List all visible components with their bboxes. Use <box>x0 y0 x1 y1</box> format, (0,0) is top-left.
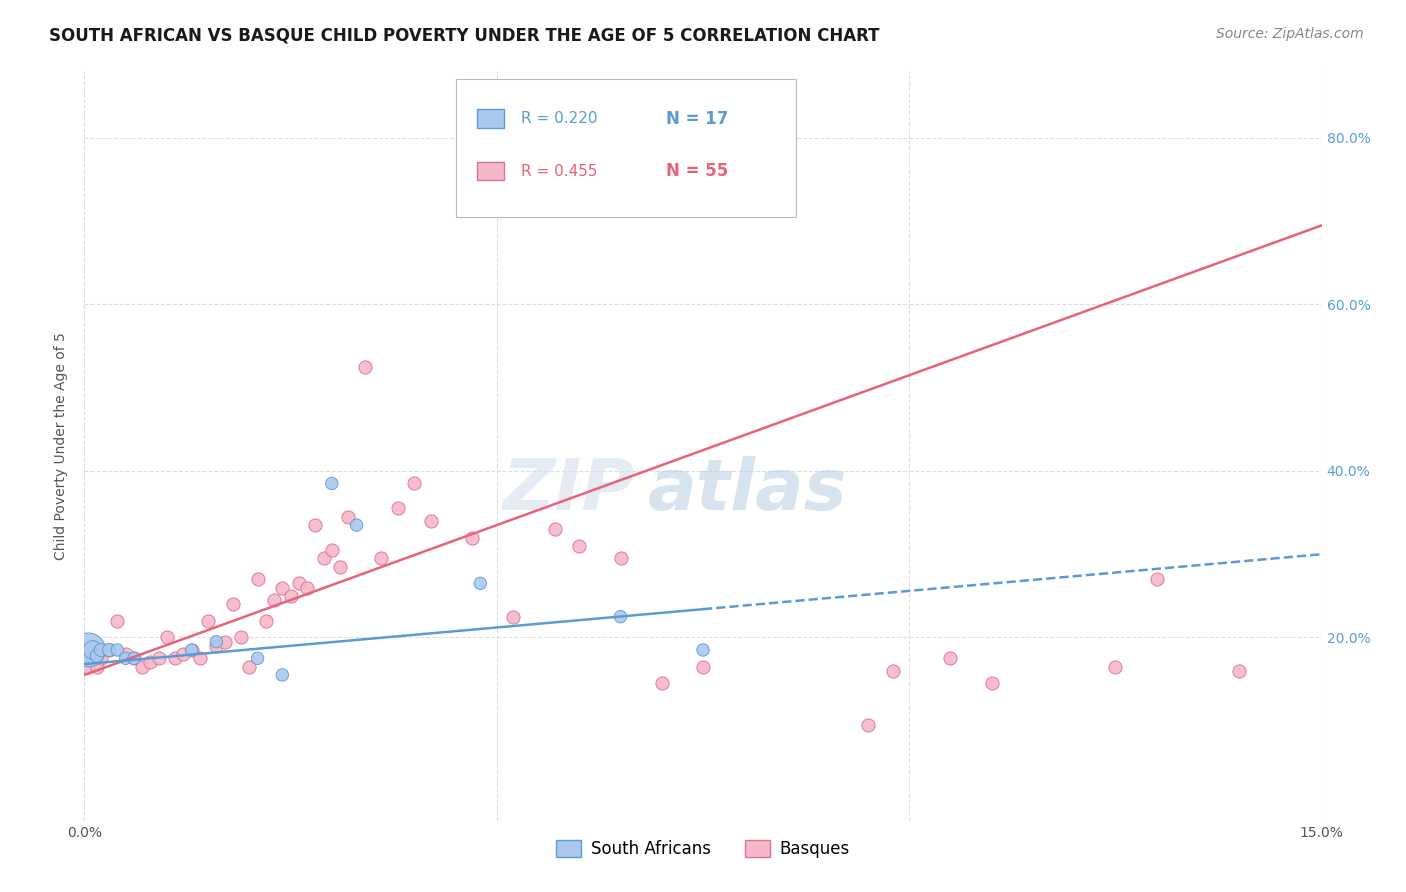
FancyBboxPatch shape <box>456 78 796 218</box>
Point <box>692 643 714 657</box>
Point <box>346 518 368 533</box>
Point <box>980 676 1002 690</box>
Point <box>86 659 108 673</box>
Point <box>98 643 121 657</box>
Text: N = 17: N = 17 <box>666 110 728 128</box>
Point <box>1227 664 1250 678</box>
Point <box>139 656 162 670</box>
Point <box>692 659 714 673</box>
Point <box>165 651 187 665</box>
Point <box>543 522 565 536</box>
Point <box>1104 659 1126 673</box>
Text: R = 0.455: R = 0.455 <box>522 163 598 178</box>
Point <box>321 543 343 558</box>
Point <box>882 664 904 678</box>
Point <box>82 643 104 657</box>
Point <box>461 531 484 545</box>
Point <box>131 659 153 673</box>
Point <box>856 718 879 732</box>
Point <box>114 647 136 661</box>
Point <box>312 551 335 566</box>
Point <box>321 476 343 491</box>
Text: SOUTH AFRICAN VS BASQUE CHILD POVERTY UNDER THE AGE OF 5 CORRELATION CHART: SOUTH AFRICAN VS BASQUE CHILD POVERTY UN… <box>49 27 880 45</box>
Point <box>733 114 755 128</box>
Point <box>370 551 392 566</box>
Point <box>238 659 260 673</box>
Y-axis label: Child Poverty Under the Age of 5: Child Poverty Under the Age of 5 <box>55 332 69 560</box>
Text: N = 55: N = 55 <box>666 162 728 180</box>
Point <box>288 576 311 591</box>
Point <box>90 643 112 657</box>
Point <box>172 647 194 661</box>
Point <box>304 518 326 533</box>
Point <box>114 651 136 665</box>
Point <box>609 609 631 624</box>
Text: ZIP: ZIP <box>503 457 636 525</box>
Point <box>609 551 631 566</box>
Point <box>122 651 145 665</box>
Point <box>271 668 294 682</box>
Point <box>353 359 375 374</box>
Point <box>419 514 441 528</box>
Point <box>82 651 104 665</box>
Point <box>271 581 294 595</box>
Point <box>502 609 524 624</box>
Text: R = 0.220: R = 0.220 <box>522 112 598 126</box>
Point <box>188 651 211 665</box>
Point <box>86 648 108 663</box>
Point <box>254 614 277 628</box>
Point <box>148 651 170 665</box>
Point <box>246 572 269 586</box>
Point <box>180 643 202 657</box>
Legend: South Africans, Basques: South Africans, Basques <box>550 833 856 864</box>
Point <box>404 476 426 491</box>
Point <box>470 576 492 591</box>
Point <box>229 631 252 645</box>
Point <box>105 614 128 628</box>
Text: Source: ZipAtlas.com: Source: ZipAtlas.com <box>1216 27 1364 41</box>
Point <box>222 597 245 611</box>
Point <box>105 643 128 657</box>
Point <box>280 589 302 603</box>
Point <box>295 581 318 595</box>
Point <box>568 539 591 553</box>
Point <box>180 643 202 657</box>
FancyBboxPatch shape <box>477 162 503 180</box>
Text: atlas: atlas <box>647 457 846 525</box>
Point <box>337 509 360 524</box>
Point <box>122 651 145 665</box>
Point <box>939 651 962 665</box>
Point <box>329 559 352 574</box>
Point <box>205 634 228 648</box>
Point <box>651 676 673 690</box>
Point <box>205 639 228 653</box>
FancyBboxPatch shape <box>477 110 503 128</box>
Point <box>90 651 112 665</box>
Point <box>1146 572 1168 586</box>
Point <box>77 643 100 657</box>
Point <box>246 651 269 665</box>
Point <box>263 593 285 607</box>
Point <box>387 501 409 516</box>
Point <box>214 634 236 648</box>
Point <box>77 659 100 673</box>
Point <box>775 114 797 128</box>
Point <box>98 643 121 657</box>
Point <box>156 631 179 645</box>
Point <box>197 614 219 628</box>
